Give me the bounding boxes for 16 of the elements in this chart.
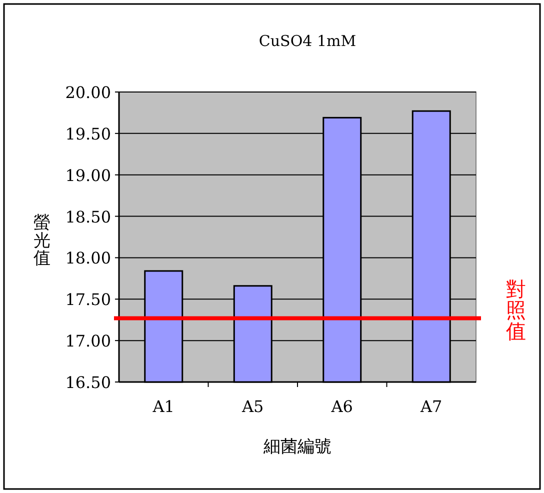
y-tick-label: 20.00 <box>65 83 111 102</box>
y-tick-label: 19.00 <box>65 166 111 185</box>
x-tick-label: A7 <box>420 397 442 416</box>
x-tick-label: A1 <box>152 397 174 416</box>
y-tick-label: 16.50 <box>65 373 111 392</box>
y-tick-label: 18.50 <box>65 207 111 226</box>
chart-title: CuSO4 1mM <box>258 32 356 50</box>
ref-line-label: 對照值 <box>506 277 526 343</box>
x-tick-label: A6 <box>330 397 353 416</box>
y-tick-label: 17.00 <box>65 332 111 351</box>
x-axis-title: 細菌編號 <box>262 437 332 457</box>
y-tick-label: 18.00 <box>65 248 111 268</box>
y-tick-label: 19.50 <box>65 124 111 144</box>
y-axis-title: 螢光值 <box>34 213 50 269</box>
y-tick-label: 17.50 <box>65 290 111 310</box>
x-tick-label: A5 <box>241 397 264 416</box>
